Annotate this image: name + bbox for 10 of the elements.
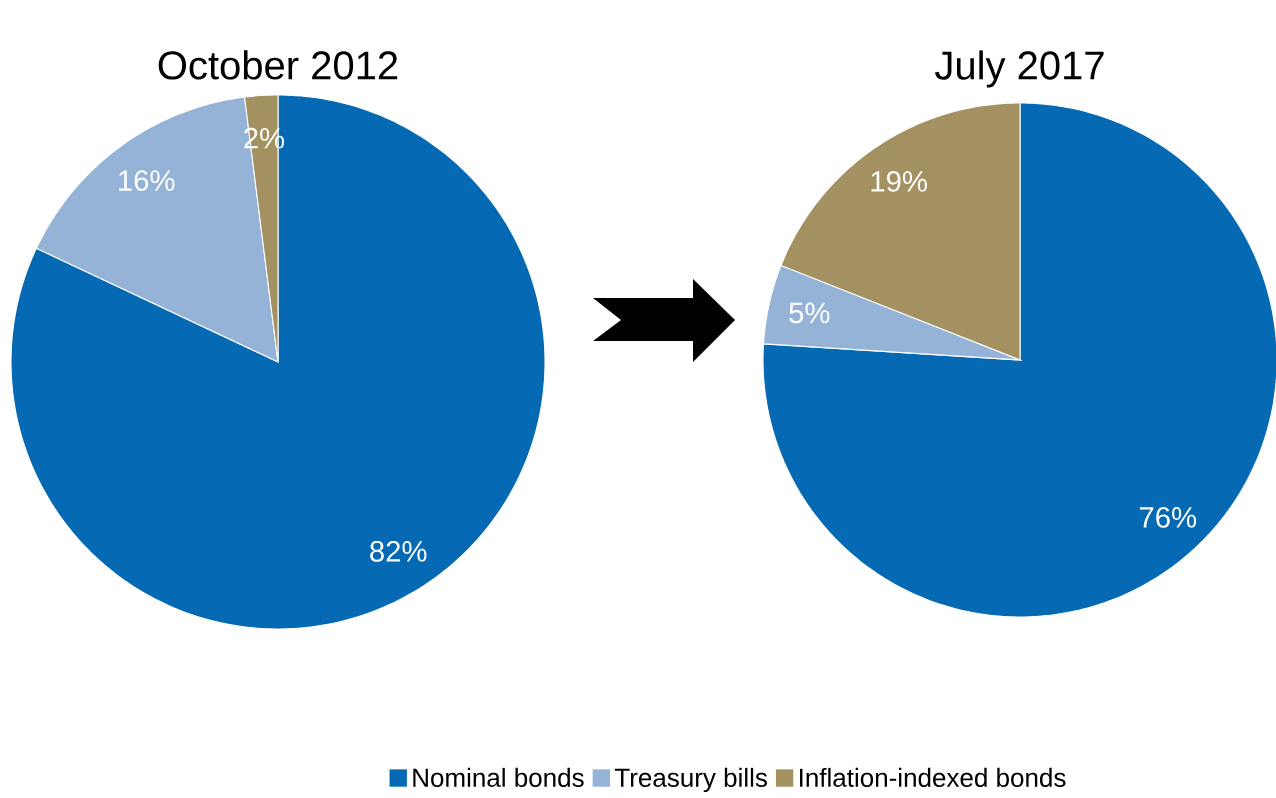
legend-label: Treasury bills [614, 767, 767, 793]
data-label: 76% [1139, 506, 1197, 528]
data-label: 5% [789, 302, 830, 324]
legend-label: Nominal bonds [413, 767, 584, 787]
chart-title: October 2012 [158, 50, 398, 80]
chart-title: July 2017 [935, 50, 1104, 88]
legend-label: Inflation-indexed bonds [800, 767, 1066, 787]
data-label: 19% [871, 171, 927, 192]
data-label: 82% [370, 540, 427, 562]
data-label: 16% [119, 170, 175, 191]
